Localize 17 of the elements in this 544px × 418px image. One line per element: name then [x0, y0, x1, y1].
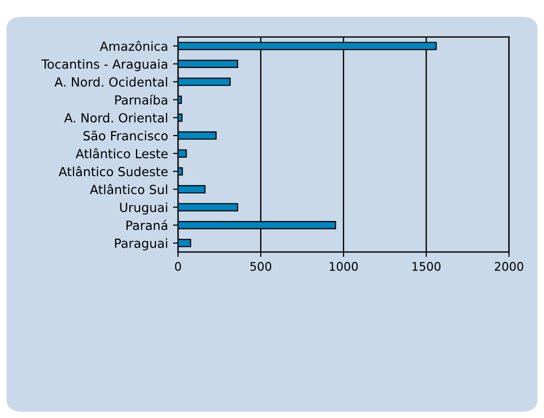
y-tick-label: Paraguai — [115, 238, 168, 250]
y-tick-label: Paraná — [126, 220, 168, 230]
x-tick-label: 1000 — [330, 262, 358, 271]
y-tick-label: A. Nord. Oriental — [64, 112, 168, 123]
x-tick-label: 500 — [250, 262, 272, 271]
y-tick-label: Atlântico Sudeste — [58, 166, 168, 176]
y-tick-label: A. Nord. Ocidental — [54, 77, 168, 87]
y-tick-label: Parnaíba — [115, 94, 168, 105]
y-tick-label: Atlântico Sul — [90, 184, 168, 194]
x-tick-label: 1500 — [412, 262, 440, 271]
y-tick-label: Atlântico Leste — [76, 148, 168, 158]
y-tick-label: Uruguai — [120, 202, 168, 215]
x-tick-label: 2000 — [494, 262, 524, 271]
x-tick-label: 0 — [175, 262, 181, 271]
y-tick-label: Tocantins - Araguaia — [41, 59, 168, 72]
y-tick-label: Amazônica — [100, 40, 168, 51]
y-tick-label: São Francisco — [84, 130, 168, 140]
